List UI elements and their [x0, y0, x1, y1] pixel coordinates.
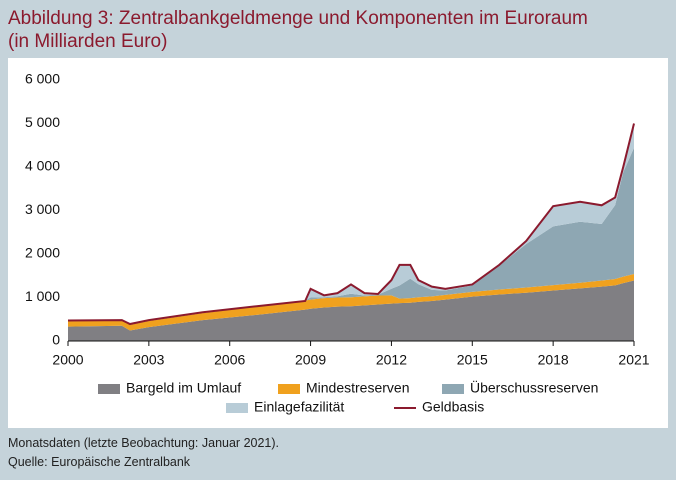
y-tick-label: 5 000 [25, 114, 60, 130]
x-tick-label: 2006 [214, 352, 245, 368]
y-tick-label: 4 000 [25, 158, 60, 174]
series-line [67, 123, 635, 326]
series-area [68, 147, 634, 325]
legend-label: Bargeld im Umlauf [126, 380, 241, 396]
chart: 0 1 000 2 000 3 000 4 000 5 000 6 000 2000 2003 2… [8, 58, 668, 428]
legend-label: Einlagefazilität [254, 399, 344, 415]
x-tick-label: 2018 [538, 352, 569, 368]
x-tick-label: 2009 [295, 352, 326, 368]
legend-swatch [98, 384, 120, 394]
legend-label: Überschussreserven [470, 379, 598, 396]
chart-title: Abbildung 3: Zentralbankgeldmenge und Ko… [8, 8, 588, 29]
x-tick-label: 2021 [618, 352, 649, 368]
x-tick-label: 2000 [52, 352, 83, 368]
series-area [68, 274, 634, 331]
series-area [68, 280, 634, 341]
legend-label: Geldbasis [422, 399, 484, 415]
note: Monatsdaten (letzte Beobachtung: Januar … [8, 436, 280, 450]
x-tick-label: 2003 [133, 352, 164, 368]
x-tick-label: 2012 [376, 352, 407, 368]
y-tick-label: 0 [52, 332, 60, 348]
source: Quelle: Europäische Zentralbank [8, 455, 191, 469]
legend-swatch [278, 384, 300, 394]
legend-swatch [226, 403, 248, 413]
y-tick-label: 6 000 [25, 71, 60, 87]
chart-subtitle: (in Milliarden Euro) [8, 31, 168, 52]
legend-label: Mindestreserven [306, 380, 410, 396]
y-tick-label: 3 000 [25, 201, 60, 217]
legend-swatch [442, 384, 464, 394]
y-tick-label: 1 000 [25, 288, 60, 304]
x-tick-label: 2015 [457, 352, 488, 368]
y-tick-label: 2 000 [25, 245, 60, 261]
